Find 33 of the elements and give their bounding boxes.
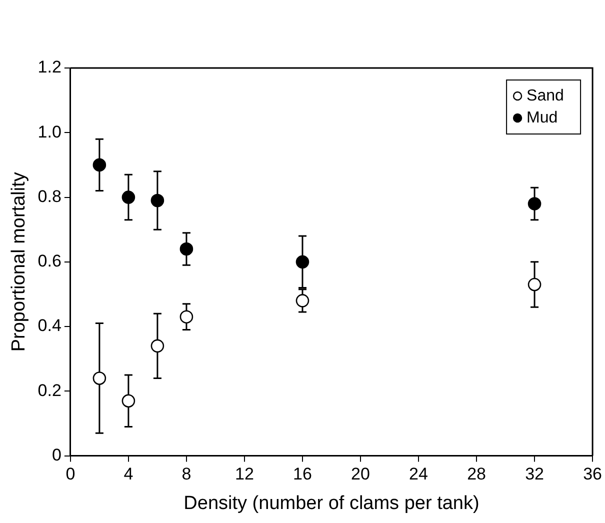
point (296, 255, 310, 269)
x-tick-label: 8 (182, 464, 192, 484)
y-tick-label: 0 (52, 445, 62, 464)
point (150, 339, 164, 353)
x-tick-label: 36 (583, 464, 602, 484)
point (122, 190, 136, 204)
point (528, 197, 542, 210)
legend-label: Sand (526, 87, 564, 104)
legend-label: Mud (526, 109, 558, 126)
y-axis-title: Proportional mortality (8, 172, 30, 352)
x-tick-label: 16 (293, 464, 312, 484)
point (180, 242, 194, 256)
y-tick-label: 1.0 (38, 122, 62, 142)
point (150, 194, 164, 208)
x-axis-title: Density (number of clams per tank) (184, 492, 480, 514)
point (528, 278, 542, 292)
x-tick-label: 28 (467, 464, 486, 484)
x-tick-label: 0 (66, 464, 76, 484)
point (296, 294, 310, 308)
x-tick-label: 32 (525, 464, 544, 484)
point (122, 394, 136, 408)
x-tick-label: 4 (124, 464, 134, 484)
x-tick-label: 12 (235, 464, 254, 484)
point (180, 310, 194, 324)
point (92, 372, 106, 385)
x-tick-label: 24 (409, 464, 428, 484)
y-tick-label: 1.2 (38, 58, 62, 77)
point (92, 158, 106, 172)
y-tick-label: 0.6 (38, 252, 62, 271)
x-tick-label: 20 (351, 464, 370, 484)
y-tick-label: 0.8 (38, 186, 62, 206)
y-tick-label: 0.2 (38, 380, 62, 400)
y-tick-label: 0.4 (38, 316, 62, 336)
